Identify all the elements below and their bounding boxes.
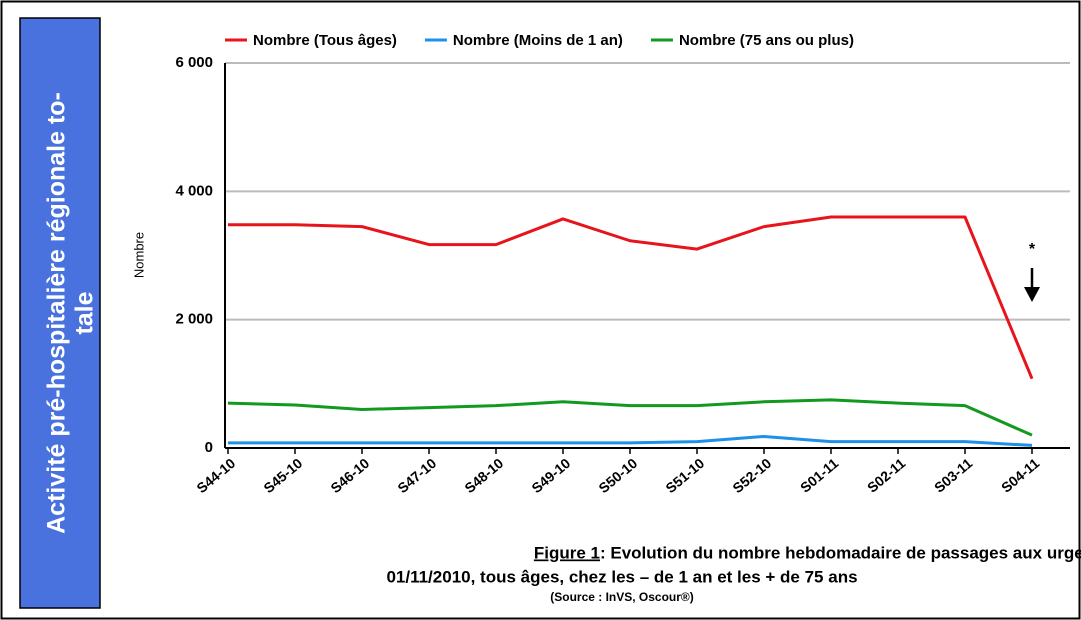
- y-tick-label: 2 000: [175, 311, 213, 328]
- y-tick-label: 6 000: [175, 54, 213, 71]
- banner: [19, 17, 101, 609]
- legend-label: Nombre (Moins de 1 an): [453, 32, 623, 49]
- y-tick-label: 4 000: [175, 182, 213, 199]
- banner-text: Activité pré-hospitalière régionale to-: [43, 92, 71, 534]
- arrow: [1024, 268, 1040, 302]
- legend-label: Nombre (75 ans ou plus): [679, 32, 854, 49]
- caption-label: Figure 1: [534, 543, 600, 562]
- series-line: [228, 434, 1033, 447]
- annotation: *: [1029, 241, 1036, 258]
- y-axis-label: Nombre: [131, 232, 146, 278]
- series-line: [227, 398, 1033, 437]
- caption-text: : Evolution du nombre hebdomadaire de pa…: [600, 543, 1081, 562]
- caption-source: (Source : InVS, Oscour®): [550, 590, 694, 604]
- caption-text: 01/11/2010, tous âges, chez les – de 1 a…: [386, 567, 857, 586]
- series-line: [228, 215, 1034, 380]
- y-tick-label: 0: [205, 439, 213, 456]
- legend-label: Nombre (Tous âges): [253, 32, 397, 49]
- banner-text: tale: [71, 291, 99, 334]
